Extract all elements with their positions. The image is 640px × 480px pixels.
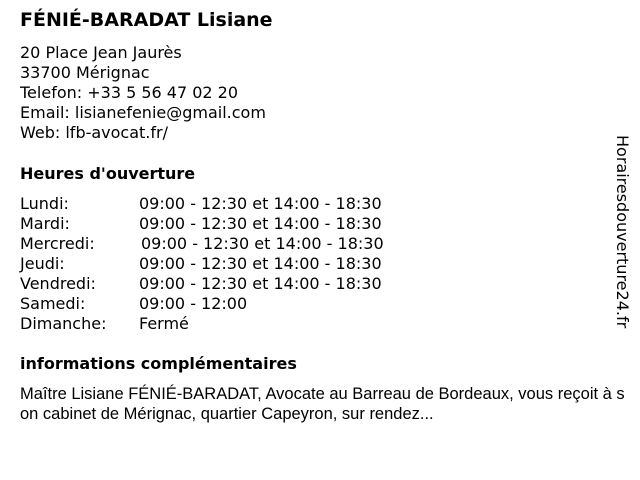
day: Dimanche:: [20, 314, 107, 333]
info-heading: informations complémentaires: [20, 354, 297, 373]
email: Email: lisianefenie@gmail.com: [20, 103, 266, 122]
time: Fermé: [139, 314, 189, 333]
day: Mardi:: [20, 214, 70, 233]
time: 09:00 - 12:30 et 14:00 - 18:30: [141, 234, 384, 253]
time: 09:00 - 12:30 et 14:00 - 18:30: [139, 194, 382, 213]
time: 09:00 - 12:00: [139, 294, 248, 313]
day: Samedi:: [20, 294, 86, 313]
contact-block: 20 Place Jean Jaurès 33700 Mérignac Tele…: [20, 43, 266, 143]
time: 09:00 - 12:30 et 14:00 - 18:30: [139, 254, 382, 273]
day: Vendredi:: [20, 274, 96, 293]
address-street: 20 Place Jean Jaurès: [20, 43, 182, 62]
page-title: FÉNIÉ-BARADAT Lisiane: [20, 9, 273, 31]
address-city: 33700 Mérignac: [20, 63, 150, 82]
time: 09:00 - 12:30 et 14:00 - 18:30: [139, 274, 382, 293]
side-brand: Horairesdouverture24.fr: [613, 135, 632, 329]
hours-heading: Heures d'ouverture: [20, 164, 196, 183]
day: Lundi:: [20, 194, 69, 213]
website: Web: lfb-avocat.fr/: [20, 123, 168, 142]
time: 09:00 - 12:30 et 14:00 - 18:30: [139, 214, 382, 233]
day: Jeudi:: [20, 254, 65, 273]
info-text: Maître Lisiane FÉNIÉ-BARADAT, Avocate au…: [20, 385, 625, 423]
day: Mercredi:: [20, 234, 95, 253]
phone: Telefon: +33 5 56 47 02 20: [20, 83, 239, 102]
